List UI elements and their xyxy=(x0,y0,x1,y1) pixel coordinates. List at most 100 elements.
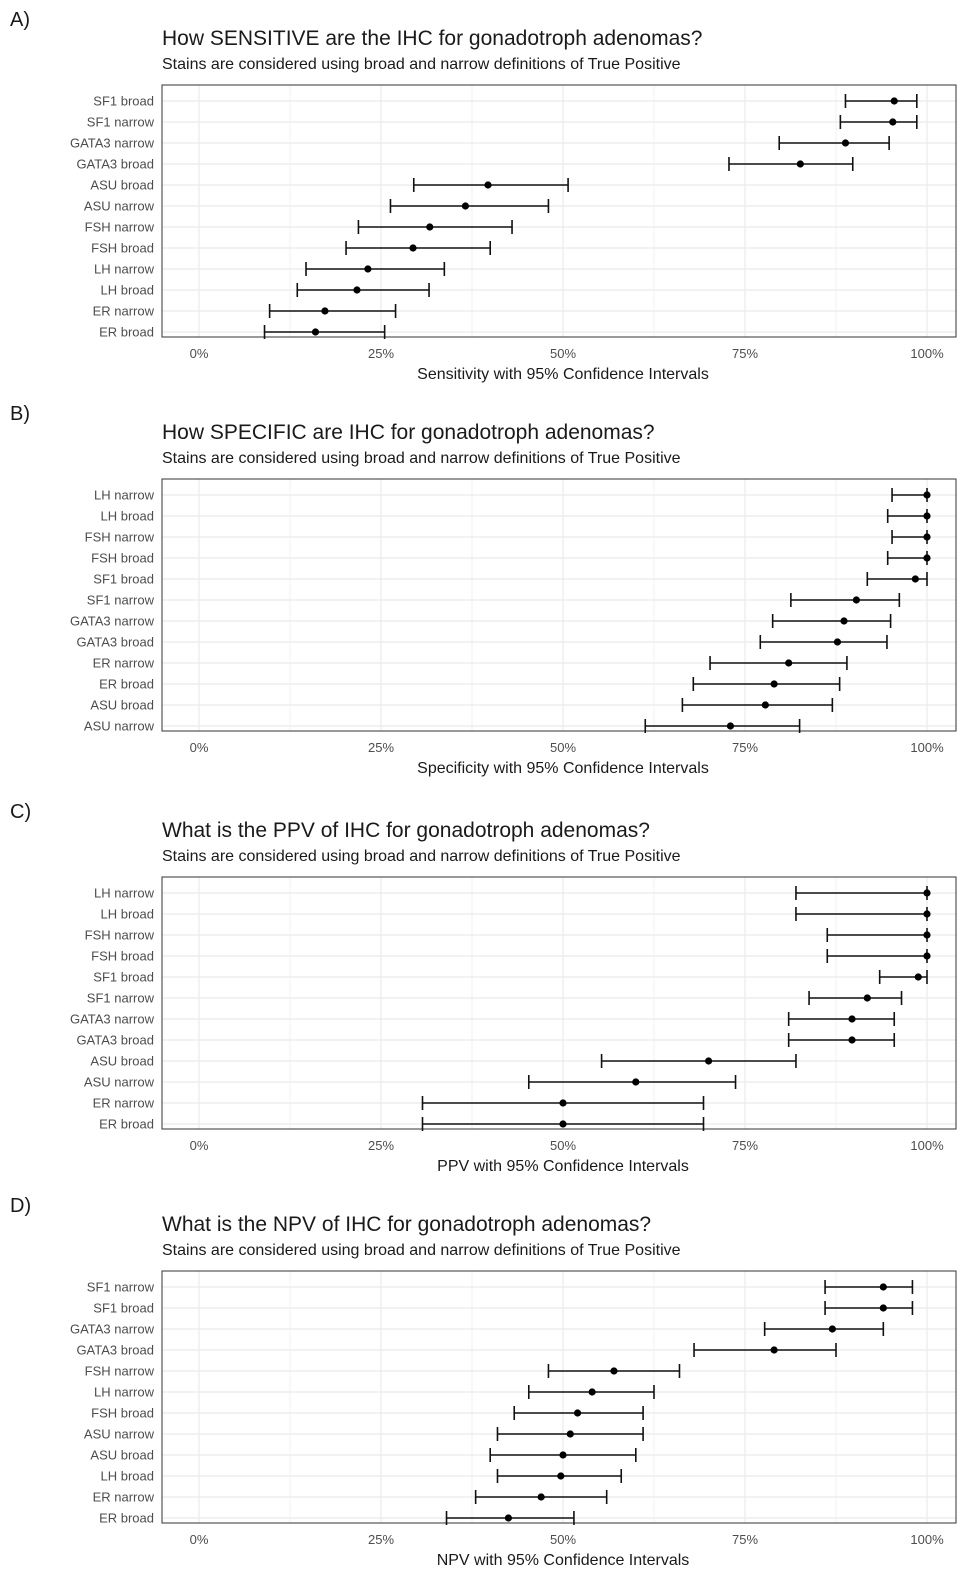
estimate-point xyxy=(321,307,329,315)
estimate-point xyxy=(573,1409,582,1417)
y-tick-label: SF1 broad xyxy=(93,1301,154,1316)
plot-background xyxy=(162,85,956,337)
x-tick-label: 100% xyxy=(910,1138,944,1153)
y-tick-label: ER broad xyxy=(99,1511,154,1526)
errorbar-group xyxy=(709,656,848,670)
y-tick-label: SF1 broad xyxy=(93,970,154,985)
estimate-point xyxy=(923,554,931,562)
errorbar-group xyxy=(489,1448,637,1462)
errorbar-group xyxy=(771,614,892,628)
estimate-point xyxy=(923,952,931,960)
estimate-point xyxy=(923,910,931,918)
y-tick-label: ASU broad xyxy=(90,1448,154,1463)
estimate-point xyxy=(890,97,898,105)
x-tick-label: 25% xyxy=(368,740,394,755)
plot-border xyxy=(161,84,957,338)
y-tick-label: LH broad xyxy=(101,1469,154,1484)
errorbar-group xyxy=(547,1364,681,1378)
panel-label: C) xyxy=(10,801,32,823)
estimate-point xyxy=(770,1346,778,1354)
errorbar-group xyxy=(759,635,888,649)
x-tick-label: 50% xyxy=(550,346,576,361)
errorbar-group xyxy=(474,1490,608,1504)
errorbar-group xyxy=(824,1280,914,1294)
x-tick-label: 0% xyxy=(190,1532,209,1547)
y-tick-label: LH narrow xyxy=(94,488,155,503)
x-tick-label: 25% xyxy=(368,1532,394,1547)
y-tick-label: ASU broad xyxy=(90,178,154,193)
y-tick-label: ASU narrow xyxy=(84,1075,155,1090)
y-tick-label: FSH broad xyxy=(91,551,154,566)
estimate-point xyxy=(879,1283,887,1291)
errorbar-group xyxy=(778,136,890,150)
y-tick-label: SF1 broad xyxy=(93,94,154,109)
estimate-point xyxy=(841,139,850,147)
errorbar-group xyxy=(891,488,931,502)
y-tick-label: LH broad xyxy=(101,283,154,298)
estimate-point xyxy=(610,1367,618,1375)
estimate-point xyxy=(726,722,735,730)
y-tick-label: GATA3 narrow xyxy=(70,136,155,151)
y-tick-label: SF1 narrow xyxy=(87,1280,155,1295)
estimate-point xyxy=(311,328,320,336)
errorbar-group xyxy=(445,1511,575,1525)
errorbar-group xyxy=(496,1427,644,1441)
y-tick-label: GATA3 broad xyxy=(76,157,154,172)
x-tick-label: 25% xyxy=(368,346,394,361)
x-tick-label: 100% xyxy=(910,740,944,755)
x-axis-title: Specificity with 95% Confidence Interval… xyxy=(417,760,709,777)
estimate-point xyxy=(559,1120,567,1128)
y-tick-label: ER narrow xyxy=(93,656,155,671)
errorbar-group xyxy=(412,178,569,192)
estimate-point xyxy=(557,1472,565,1480)
x-tick-label: 75% xyxy=(732,1138,758,1153)
y-tick-label: ASU broad xyxy=(90,1054,154,1069)
y-tick-label: ASU narrow xyxy=(84,199,155,214)
x-axis-title: PPV with 95% Confidence Intervals xyxy=(437,1158,689,1175)
y-tick-label: ER broad xyxy=(99,1117,154,1132)
y-tick-label: GATA3 narrow xyxy=(70,1012,155,1027)
chart-plot: SF1 narrow SF1 broad GATA3 narrow GATA3 bro… xyxy=(70,1270,957,1569)
x-tick-label: 50% xyxy=(550,1532,576,1547)
errorbar-group xyxy=(389,199,550,213)
y-tick-label: ASU broad xyxy=(90,698,154,713)
estimate-point xyxy=(770,680,778,688)
y-tick-label: FSH broad xyxy=(91,241,154,256)
estimate-point xyxy=(923,512,931,520)
errorbar-group xyxy=(787,1012,896,1026)
errorbar-group xyxy=(644,719,801,733)
errorbar-group xyxy=(844,94,918,108)
errorbar-group xyxy=(886,551,931,565)
estimate-point xyxy=(852,596,860,604)
x-axis-title: NPV with 95% Confidence Intervals xyxy=(437,1552,690,1569)
y-tick-label: ER broad xyxy=(99,325,154,340)
estimate-point xyxy=(785,659,793,667)
y-tick-label: GATA3 narrow xyxy=(70,1322,155,1337)
panel-label: D) xyxy=(10,1195,32,1217)
errorbar-group xyxy=(795,907,931,921)
estimate-point xyxy=(761,701,769,709)
y-tick-label: FSH broad xyxy=(91,949,154,964)
estimate-point xyxy=(537,1493,545,1501)
estimate-point xyxy=(833,638,842,646)
errorbar-group xyxy=(527,1385,655,1399)
estimate-point xyxy=(848,1036,856,1044)
x-tick-label: 0% xyxy=(190,346,209,361)
errorbar-group xyxy=(496,1469,623,1483)
errorbar-group xyxy=(296,283,430,297)
errorbar-group xyxy=(345,241,492,255)
estimate-point xyxy=(461,202,470,210)
chart-subtitle: Stains are considered using broad and na… xyxy=(162,450,681,467)
estimate-point xyxy=(353,286,361,294)
estimate-point xyxy=(828,1325,836,1333)
errorbar-group xyxy=(808,991,903,1005)
estimate-point xyxy=(848,1015,856,1023)
estimate-point xyxy=(559,1099,567,1107)
errorbar-group xyxy=(787,1033,896,1047)
errorbar-group xyxy=(692,677,841,691)
errorbar-group xyxy=(513,1406,644,1420)
estimate-point xyxy=(426,223,434,231)
y-tick-label: GATA3 broad xyxy=(76,1343,154,1358)
x-tick-label: 75% xyxy=(732,346,758,361)
chart-title: What is the NPV of IHC for gonadotroph a… xyxy=(162,1213,652,1236)
